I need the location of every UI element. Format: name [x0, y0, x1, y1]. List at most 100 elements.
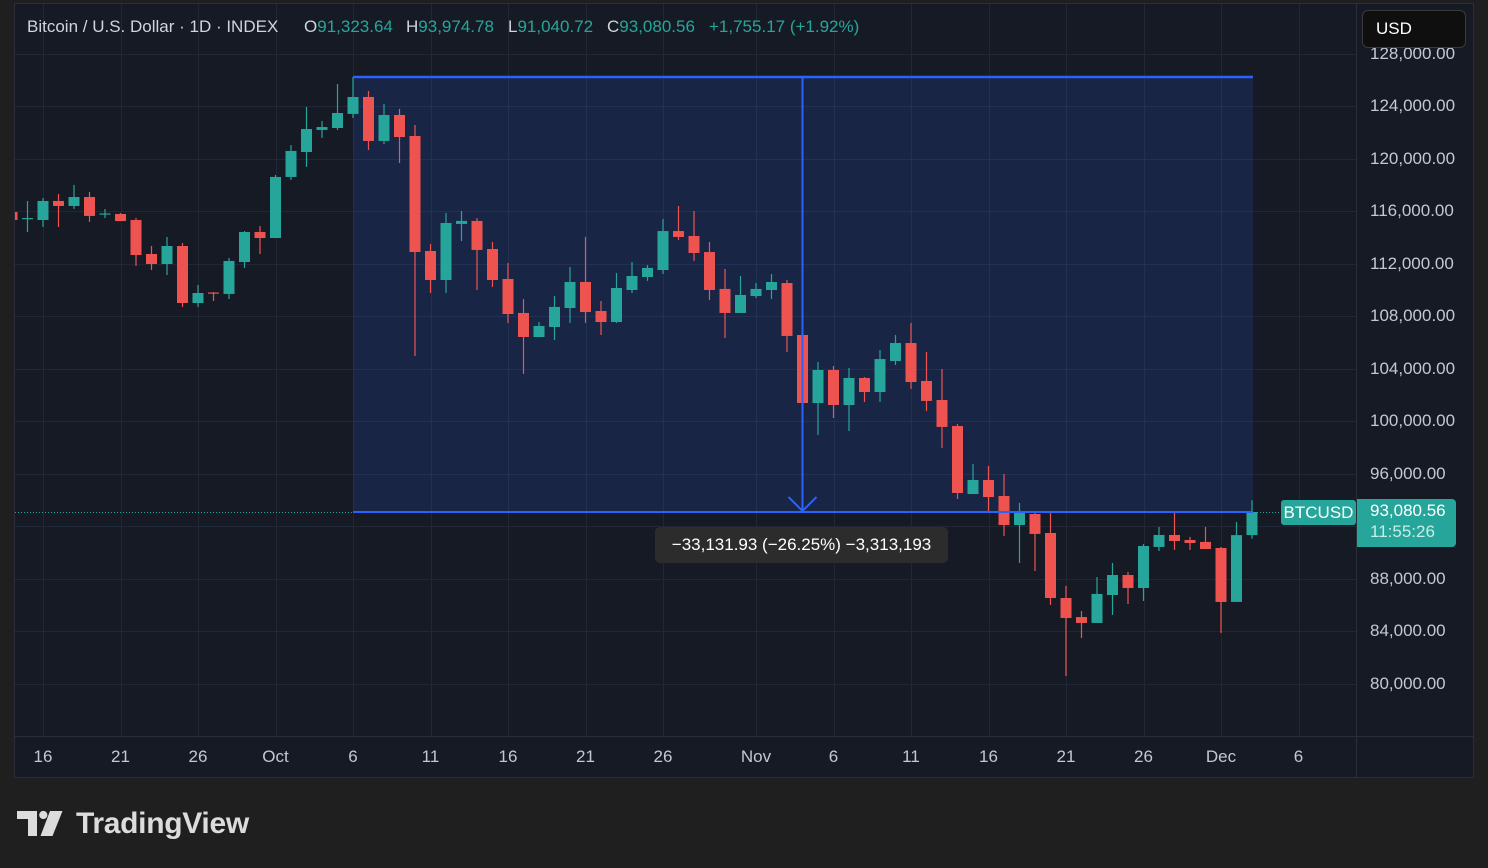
candle: [983, 465, 994, 513]
candle: [347, 77, 359, 118]
candle-body: [998, 495, 1010, 526]
candle: [704, 241, 715, 300]
candle-body: [1200, 541, 1211, 550]
candle: [1076, 611, 1087, 639]
time-axis-label: 11: [902, 747, 920, 766]
candle: [828, 366, 839, 419]
symbol-price-tag: BTCUSD: [1281, 500, 1356, 525]
arrow-down-icon: [787, 496, 818, 513]
candle-body: [208, 292, 219, 294]
candle: [409, 124, 421, 357]
candle: [998, 473, 1010, 537]
candle: [68, 184, 80, 209]
last-price-value: 93,080.56: [1370, 501, 1446, 520]
candle: [735, 275, 746, 313]
candle: [549, 296, 560, 341]
candle: [1029, 513, 1041, 571]
candle: [239, 231, 250, 268]
candle: [750, 283, 762, 298]
candle-body: [564, 281, 576, 308]
candle-body: [719, 288, 731, 313]
candle: [952, 424, 963, 500]
price-range-tool[interactable]: [353, 75, 1253, 513]
candle: [657, 218, 669, 274]
candle: [285, 145, 297, 180]
candle: [1138, 544, 1149, 602]
candle: [1153, 526, 1165, 552]
candle-body: [99, 213, 111, 215]
symbol-title[interactable]: Bitcoin / U.S. Dollar · 1D · INDEX: [27, 17, 279, 36]
change-value: +1,755.17 (+1.92%): [709, 17, 860, 36]
chart-pane[interactable]: [14, 3, 1474, 778]
candle: [161, 236, 173, 276]
ohlc-high: H93,974.78: [406, 17, 494, 37]
candle-body: [828, 369, 839, 406]
candle: [1231, 521, 1242, 602]
candle: [332, 83, 343, 130]
candle-body: [1184, 539, 1196, 543]
candle: [766, 273, 777, 300]
high-label: H: [406, 17, 419, 36]
candle-body: [611, 288, 622, 323]
grid-lines: [15, 4, 1356, 736]
price-axis-label: 96,000.00: [1370, 463, 1446, 483]
candle-body: [1091, 593, 1103, 623]
candle: [1246, 500, 1258, 539]
candle: [921, 351, 932, 412]
candle-body: [735, 294, 746, 313]
time-axis-label: 6: [348, 747, 358, 766]
candle-body: [1231, 535, 1242, 602]
candle-body: [983, 479, 994, 498]
candle-body: [936, 400, 948, 427]
close-label: C: [607, 17, 620, 36]
candle-body: [285, 150, 297, 177]
candle-body: [642, 267, 653, 277]
price-axis-label: 124,000.00: [1370, 96, 1456, 116]
time-axis-label: 21: [576, 747, 595, 766]
candle-body: [812, 369, 824, 404]
candle-body: [626, 275, 638, 290]
candle: [626, 262, 638, 294]
candle-body: [440, 223, 452, 281]
last-price-tag: 93,080.56 11:55:26: [1357, 499, 1456, 547]
price-axis-label: 112,000.00: [1370, 253, 1454, 273]
price-axis-label: 84,000.00: [1370, 621, 1446, 641]
candle-body: [781, 283, 793, 336]
candle-body: [37, 200, 49, 221]
tradingview-logo-icon: [17, 810, 63, 836]
time-axis-label: 26: [653, 747, 673, 766]
candle: [394, 108, 405, 164]
candle-body: [766, 281, 777, 290]
candle: [363, 90, 374, 151]
candle-body: [874, 359, 886, 393]
candle: [719, 268, 731, 339]
high-value: 93,974.78: [418, 17, 494, 36]
price-axis-label: 104,000.00: [1370, 358, 1456, 378]
candle: [642, 265, 653, 281]
candle-body: [673, 231, 684, 237]
candle-body: [347, 96, 359, 114]
candle: [843, 367, 855, 431]
candle: [812, 361, 824, 435]
candle: [456, 210, 467, 242]
currency-button[interactable]: USD: [1362, 10, 1466, 48]
candle: [440, 213, 452, 294]
axis-separators: [15, 4, 1473, 777]
price-axis-label: 128,000.00: [1370, 43, 1456, 63]
candle-body: [657, 231, 669, 271]
candle-body: [1153, 534, 1165, 547]
candle-body: [223, 260, 235, 294]
candle: [316, 121, 328, 138]
candle: [859, 377, 870, 402]
candle-body: [363, 96, 374, 141]
ohlc-low: L91,040.72: [508, 17, 593, 37]
time-axis-label: Nov: [740, 747, 772, 766]
candle-body: [533, 325, 545, 337]
candle-body: [688, 236, 700, 253]
candle-body: [518, 312, 529, 337]
candle-body: [146, 254, 157, 264]
candle: [595, 301, 607, 336]
candle-body: [456, 220, 467, 224]
time-axis-label: 26: [1134, 747, 1153, 766]
